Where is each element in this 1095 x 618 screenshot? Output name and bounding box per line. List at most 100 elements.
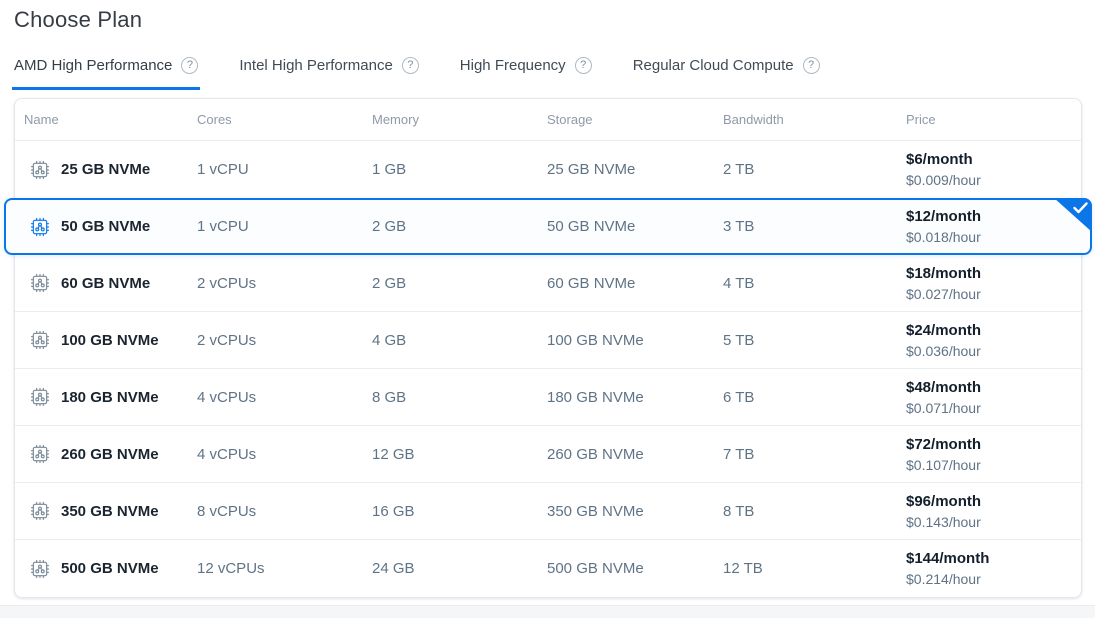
plan-row-100gb[interactable]: 100 GB NVMe 2 vCPUs 4 GB 100 GB NVMe 5 T… bbox=[15, 312, 1081, 369]
plan-bandwidth: 4 TB bbox=[723, 274, 755, 292]
plan-memory: 4 GB bbox=[372, 331, 407, 349]
plan-price-hour: $0.027/hour bbox=[906, 285, 981, 302]
plan-name-cell: 50 GB NVMe bbox=[15, 217, 197, 237]
help-icon[interactable]: ? bbox=[802, 57, 820, 74]
plan-name: 180 GB NVMe bbox=[61, 388, 159, 406]
plan-row-500gb[interactable]: 500 GB NVMe 12 vCPUs 24 GB 500 GB NVMe 1… bbox=[15, 540, 1081, 597]
plan-name: 50 GB NVMe bbox=[61, 218, 151, 235]
plan-name: 260 GB NVMe bbox=[61, 445, 159, 463]
column-header-bandwidth: Bandwidth bbox=[723, 112, 784, 127]
plan-type-tabs: AMD High Performance ? Intel High Perfor… bbox=[12, 54, 1095, 90]
plan-price-hour: $0.036/hour bbox=[906, 342, 981, 359]
plan-price-month: $24/month bbox=[906, 321, 982, 339]
plan-name-cell: 25 GB NVMe bbox=[15, 160, 197, 180]
plan-storage: 60 GB NVMe bbox=[547, 274, 636, 292]
plan-price: $144/month $0.214/hour bbox=[906, 550, 1081, 587]
plan-storage: 100 GB NVMe bbox=[547, 331, 644, 349]
chip-icon bbox=[30, 444, 50, 464]
plan-price: $48/month $0.071/hour bbox=[906, 379, 1081, 416]
plan-cores: 2 vCPUs bbox=[197, 331, 257, 349]
plan-row-60gb[interactable]: 60 GB NVMe 2 vCPUs 2 GB 60 GB NVMe 4 TB … bbox=[15, 255, 1081, 312]
plan-memory: 24 GB bbox=[372, 560, 415, 577]
plan-price-month: $12/month bbox=[906, 208, 982, 225]
table-header: Name Cores Memory Storage Bandwidth Pric… bbox=[15, 99, 1081, 141]
plan-memory: 16 GB bbox=[372, 502, 415, 520]
chip-icon bbox=[30, 501, 50, 521]
plan-price-hour: $0.018/hour bbox=[906, 229, 981, 245]
tab-intel-high-performance[interactable]: Intel High Performance ? bbox=[237, 54, 420, 90]
plan-storage: 260 GB NVMe bbox=[547, 445, 644, 463]
plan-price: $18/month $0.027/hour bbox=[906, 265, 1081, 302]
plan-memory: 2 GB bbox=[372, 274, 407, 292]
column-header-cores: Cores bbox=[197, 112, 232, 127]
plan-bandwidth: 6 TB bbox=[723, 388, 755, 406]
plan-cores: 1 vCPU bbox=[197, 161, 249, 178]
tab-regular-cloud-compute[interactable]: Regular Cloud Compute ? bbox=[631, 54, 822, 90]
help-icon[interactable]: ? bbox=[574, 57, 592, 74]
plan-price: $12/month $0.018/hour bbox=[906, 208, 1081, 245]
tab-label: High Frequency bbox=[459, 57, 566, 74]
plan-price: $72/month $0.107/hour bbox=[906, 436, 1081, 473]
plan-name-cell: 100 GB NVMe bbox=[15, 330, 197, 350]
plan-cores: 12 vCPUs bbox=[197, 560, 265, 577]
plan-cores: 8 vCPUs bbox=[197, 502, 257, 520]
plan-cores: 1 vCPU bbox=[197, 218, 249, 235]
plan-bandwidth: 3 TB bbox=[723, 218, 755, 235]
tab-amd-high-performance[interactable]: AMD High Performance ? bbox=[12, 54, 201, 90]
plan-cores: 2 vCPUs bbox=[197, 274, 257, 292]
column-header-storage: Storage bbox=[547, 112, 593, 127]
plan-memory: 1 GB bbox=[372, 161, 407, 178]
plan-name: 100 GB NVMe bbox=[61, 331, 159, 349]
plan-price-month: $144/month bbox=[906, 550, 990, 567]
plan-name-cell: 350 GB NVMe bbox=[15, 501, 197, 521]
plan-row-260gb[interactable]: 260 GB NVMe 4 vCPUs 12 GB 260 GB NVMe 7 … bbox=[15, 426, 1081, 483]
plan-name: 25 GB NVMe bbox=[61, 161, 151, 178]
chip-icon bbox=[30, 273, 50, 293]
plan-price-month: $96/month bbox=[906, 492, 982, 510]
plan-storage: 350 GB NVMe bbox=[547, 502, 644, 520]
plan-storage: 180 GB NVMe bbox=[547, 388, 644, 406]
plan-row-350gb[interactable]: 350 GB NVMe 8 vCPUs 16 GB 350 GB NVMe 8 … bbox=[15, 483, 1081, 540]
plan-name-cell: 60 GB NVMe bbox=[15, 273, 197, 293]
tab-label: Regular Cloud Compute bbox=[632, 57, 794, 74]
help-icon[interactable]: ? bbox=[401, 57, 419, 74]
chip-icon bbox=[30, 387, 50, 407]
plan-name: 350 GB NVMe bbox=[61, 502, 159, 520]
plan-row-180gb[interactable]: 180 GB NVMe 4 vCPUs 8 GB 180 GB NVMe 6 T… bbox=[15, 369, 1081, 426]
plan-price: $96/month $0.143/hour bbox=[906, 493, 1081, 530]
plan-name-cell: 180 GB NVMe bbox=[15, 387, 197, 407]
plan-row-50gb-selected[interactable]: 50 GB NVMe 1 vCPU 2 GB 50 GB NVMe 3 TB $… bbox=[4, 198, 1092, 255]
plan-price: $24/month $0.036/hour bbox=[906, 322, 1081, 359]
plan-price-hour: $0.009/hour bbox=[906, 172, 981, 188]
column-header-price: Price bbox=[906, 112, 936, 127]
plan-storage: 500 GB NVMe bbox=[547, 560, 644, 577]
help-icon[interactable]: ? bbox=[181, 57, 199, 74]
page-title: Choose Plan bbox=[14, 7, 143, 32]
plan-price-month: $48/month bbox=[906, 378, 982, 396]
column-header-name: Name bbox=[24, 112, 59, 127]
chip-icon bbox=[30, 217, 50, 237]
plans-table: Name Cores Memory Storage Bandwidth Pric… bbox=[4, 98, 1092, 598]
check-icon bbox=[1073, 202, 1088, 214]
plan-bandwidth: 8 TB bbox=[723, 502, 755, 520]
plan-storage: 25 GB NVMe bbox=[547, 161, 636, 178]
plan-storage: 50 GB NVMe bbox=[547, 218, 636, 235]
tab-label: AMD High Performance bbox=[14, 57, 173, 74]
plan-price-month: $6/month bbox=[906, 151, 973, 168]
plan-row-25gb[interactable]: 25 GB NVMe 1 vCPU 1 GB 25 GB NVMe 2 TB $… bbox=[15, 141, 1081, 198]
tab-label: Intel High Performance bbox=[239, 57, 393, 74]
chip-icon bbox=[30, 559, 50, 579]
plan-price-month: $18/month bbox=[906, 264, 982, 282]
plan-cores: 4 vCPUs bbox=[197, 388, 257, 406]
plan-name-cell: 260 GB NVMe bbox=[15, 444, 197, 464]
plan-memory: 2 GB bbox=[372, 218, 407, 235]
plan-bandwidth: 7 TB bbox=[723, 445, 755, 463]
plan-name-cell: 500 GB NVMe bbox=[15, 559, 197, 579]
plan-price-hour: $0.214/hour bbox=[906, 571, 981, 587]
chip-icon bbox=[30, 330, 50, 350]
plan-price: $6/month $0.009/hour bbox=[906, 151, 1081, 188]
plan-bandwidth: 2 TB bbox=[723, 161, 755, 178]
plan-name: 500 GB NVMe bbox=[61, 560, 159, 577]
tab-high-frequency[interactable]: High Frequency ? bbox=[458, 54, 594, 90]
plan-memory: 12 GB bbox=[372, 445, 415, 463]
